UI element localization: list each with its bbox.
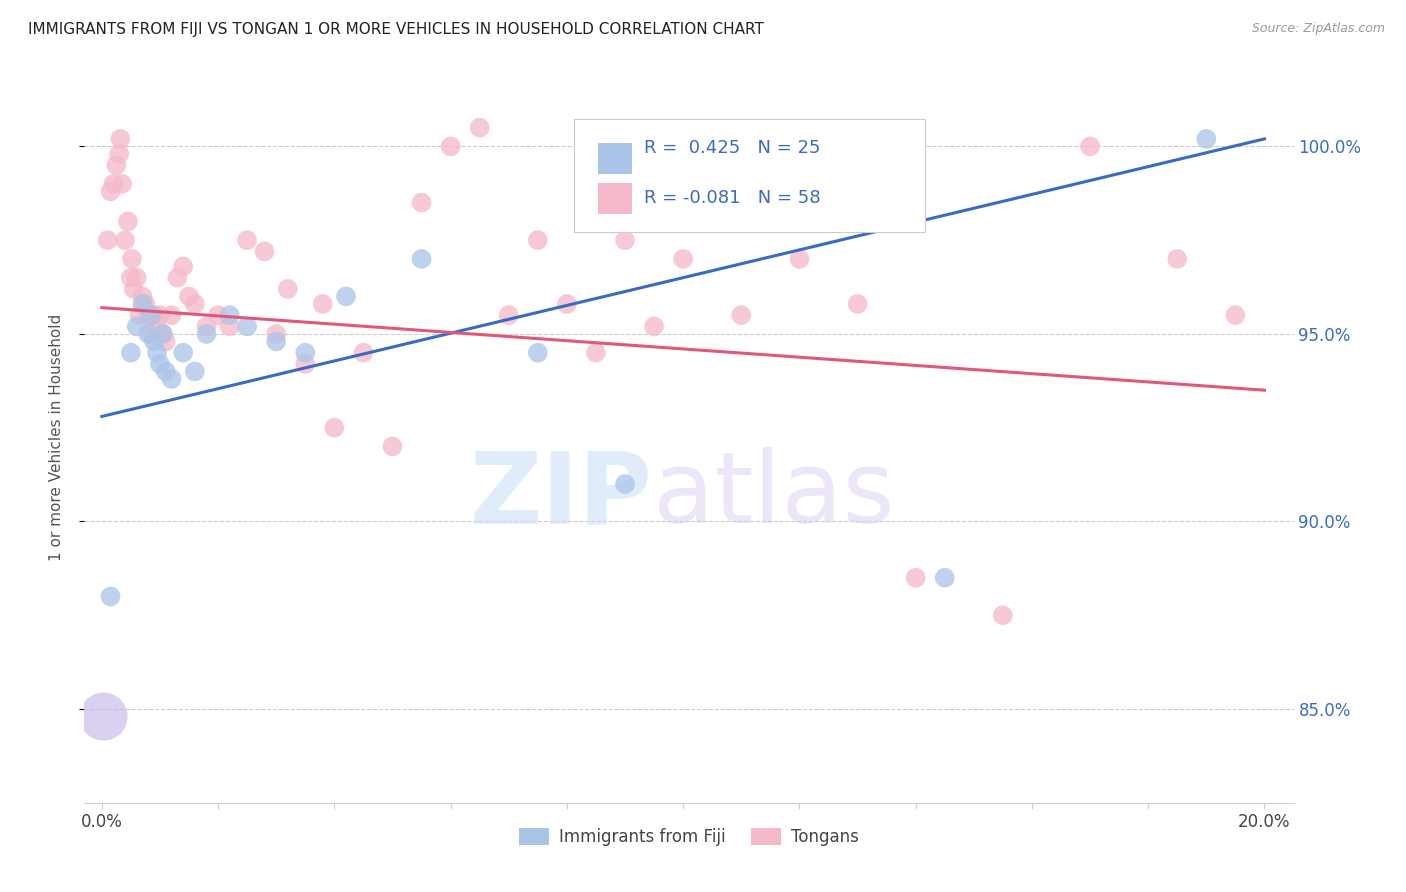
Point — [100, 185, 122, 199]
Point — [381, 440, 404, 454]
Text: Source: ZipAtlas.com: Source: ZipAtlas.com — [1251, 22, 1385, 36]
Point — [585, 345, 607, 359]
Point — [121, 252, 143, 266]
Point — [218, 319, 240, 334]
Point — [253, 244, 276, 259]
Point — [352, 345, 374, 359]
Point — [527, 233, 550, 247]
Point — [136, 326, 159, 341]
Point — [105, 158, 128, 172]
Point — [672, 252, 695, 266]
Point — [128, 308, 150, 322]
Point — [614, 477, 637, 491]
Text: R =  0.425   N = 25: R = 0.425 N = 25 — [644, 139, 821, 157]
Point — [111, 177, 134, 191]
Point — [155, 334, 177, 349]
Point — [125, 319, 148, 334]
Point — [195, 319, 218, 334]
Point — [117, 214, 139, 228]
Point — [155, 364, 177, 378]
Point — [149, 308, 172, 322]
Point — [131, 297, 153, 311]
Point — [184, 364, 207, 378]
Point — [411, 252, 433, 266]
Point — [120, 345, 142, 359]
Point — [146, 319, 169, 334]
Point — [294, 345, 316, 359]
Point — [172, 260, 194, 274]
Point — [468, 120, 491, 135]
Point — [141, 326, 163, 341]
Point — [527, 345, 550, 359]
Point — [218, 308, 240, 322]
Point — [146, 345, 169, 359]
Point — [312, 297, 335, 311]
Point — [643, 319, 665, 334]
Point — [120, 270, 142, 285]
Point — [93, 709, 115, 723]
Point — [323, 420, 346, 434]
Point — [166, 270, 188, 285]
Point — [1225, 308, 1247, 322]
Point — [152, 326, 174, 341]
Point — [236, 233, 259, 247]
Legend: Immigrants from Fiji, Tongans: Immigrants from Fiji, Tongans — [513, 822, 865, 853]
Point — [498, 308, 520, 322]
Point — [904, 571, 927, 585]
Point — [207, 308, 229, 322]
FancyBboxPatch shape — [599, 183, 633, 214]
Point — [184, 297, 207, 311]
Point — [991, 608, 1014, 623]
Point — [439, 139, 461, 153]
Point — [160, 372, 183, 386]
Point — [555, 297, 578, 311]
Point — [160, 308, 183, 322]
Point — [125, 270, 148, 285]
Point — [411, 195, 433, 210]
Point — [136, 308, 159, 322]
Point — [134, 297, 156, 311]
Point — [1166, 252, 1188, 266]
Point — [110, 132, 132, 146]
Point — [846, 297, 869, 311]
Point — [264, 326, 287, 341]
Point — [100, 590, 122, 604]
Point — [789, 252, 811, 266]
Text: ZIP: ZIP — [470, 447, 652, 544]
Point — [730, 308, 752, 322]
Point — [97, 233, 120, 247]
Point — [141, 308, 163, 322]
Point — [1078, 139, 1101, 153]
Point — [149, 357, 172, 371]
Point — [614, 233, 637, 247]
Point — [114, 233, 136, 247]
FancyBboxPatch shape — [574, 119, 925, 232]
Text: IMMIGRANTS FROM FIJI VS TONGAN 1 OR MORE VEHICLES IN HOUSEHOLD CORRELATION CHART: IMMIGRANTS FROM FIJI VS TONGAN 1 OR MORE… — [28, 22, 763, 37]
Text: atlas: atlas — [652, 447, 894, 544]
Point — [236, 319, 259, 334]
Point — [143, 308, 166, 322]
Y-axis label: 1 or more Vehicles in Household: 1 or more Vehicles in Household — [49, 313, 63, 561]
Point — [108, 147, 131, 161]
Point — [277, 282, 299, 296]
Point — [294, 357, 316, 371]
Point — [177, 289, 200, 303]
Point — [264, 334, 287, 349]
Point — [172, 345, 194, 359]
Point — [934, 571, 956, 585]
Point — [103, 177, 125, 191]
Text: R = -0.081   N = 58: R = -0.081 N = 58 — [644, 189, 821, 207]
Point — [122, 282, 145, 296]
FancyBboxPatch shape — [599, 143, 633, 174]
Point — [131, 289, 153, 303]
Point — [152, 326, 174, 341]
Point — [143, 334, 166, 349]
Point — [195, 326, 218, 341]
Point — [1195, 132, 1218, 146]
Point — [335, 289, 357, 303]
